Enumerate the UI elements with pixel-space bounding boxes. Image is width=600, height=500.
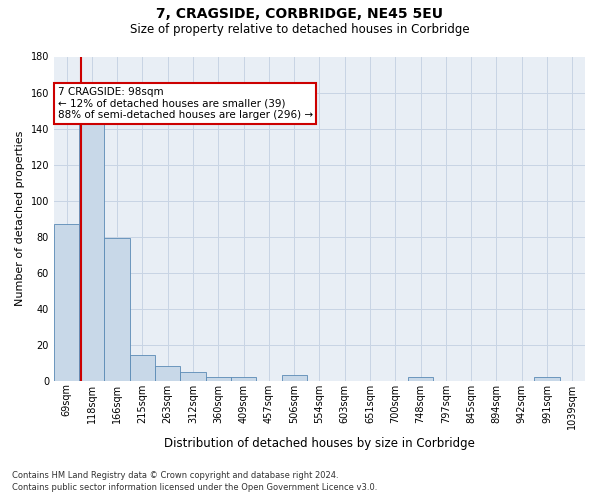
Text: 7 CRAGSIDE: 98sqm
← 12% of detached houses are smaller (39)
88% of semi-detached: 7 CRAGSIDE: 98sqm ← 12% of detached hous… xyxy=(58,87,313,120)
X-axis label: Distribution of detached houses by size in Corbridge: Distribution of detached houses by size … xyxy=(164,437,475,450)
Text: 7, CRAGSIDE, CORBRIDGE, NE45 5EU: 7, CRAGSIDE, CORBRIDGE, NE45 5EU xyxy=(157,8,443,22)
Bar xyxy=(54,224,79,380)
Bar xyxy=(104,238,130,380)
Bar xyxy=(206,377,231,380)
Text: Size of property relative to detached houses in Corbridge: Size of property relative to detached ho… xyxy=(130,22,470,36)
Bar xyxy=(155,366,181,380)
Text: Contains HM Land Registry data © Crown copyright and database right 2024.
Contai: Contains HM Land Registry data © Crown c… xyxy=(12,471,377,492)
Bar xyxy=(281,375,307,380)
Bar xyxy=(79,123,104,380)
Y-axis label: Number of detached properties: Number of detached properties xyxy=(15,131,25,306)
Bar xyxy=(130,356,155,380)
Bar xyxy=(181,372,206,380)
Bar xyxy=(535,377,560,380)
Bar xyxy=(408,377,433,380)
Bar xyxy=(231,377,256,380)
